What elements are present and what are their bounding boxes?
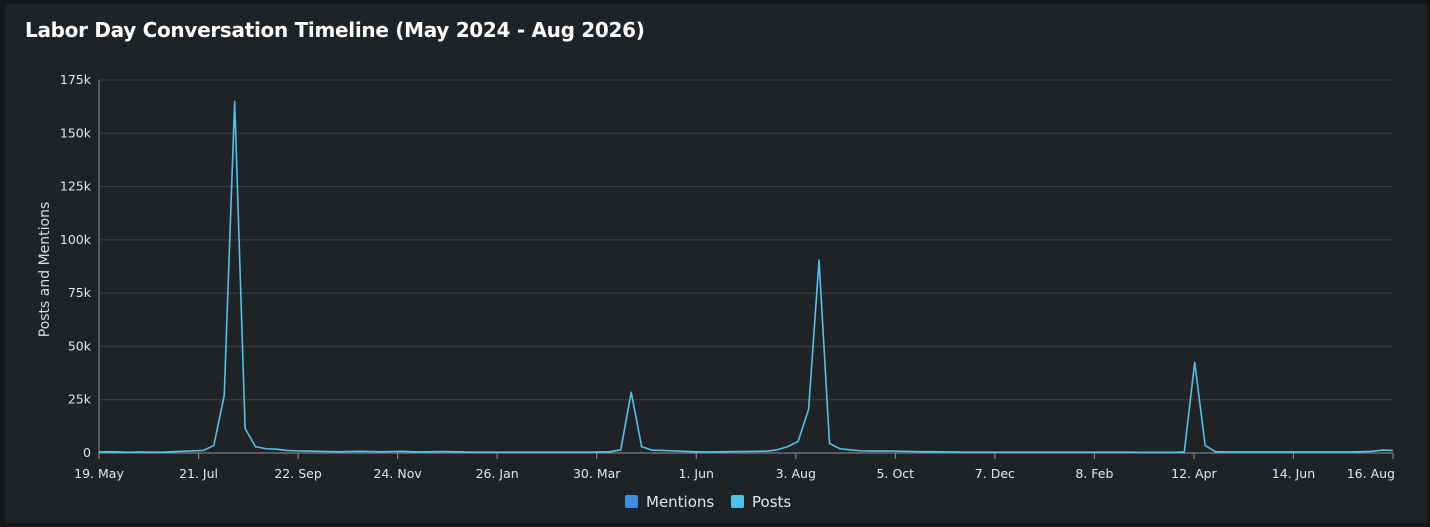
chart-title: Labor Day Conversation Timeline (May 202… (25, 18, 645, 42)
legend-item-posts[interactable]: Posts (731, 493, 791, 511)
y-tick-label: 150k (60, 125, 92, 140)
x-tick-label: 24. Nov (373, 466, 422, 481)
legend-item-mentions[interactable]: Mentions (625, 493, 714, 511)
y-tick-label: 25k (68, 392, 92, 407)
legend-swatch (625, 495, 638, 508)
x-tick-label: 3. Aug (776, 466, 816, 481)
legend-label: Posts (752, 493, 791, 511)
grid-lines (99, 79, 1393, 401)
x-tick-label: 22. Sep (274, 466, 321, 481)
series-lines (98, 100, 1394, 454)
x-tick-label: 1. Jun (679, 466, 714, 481)
y-tick-labels: 0 25k 50k 75k 100k 125k 150k 175k (60, 72, 92, 460)
x-tick-label: 12. Apr (1171, 466, 1217, 481)
axes (98, 80, 1394, 459)
legend-label: Mentions (646, 493, 714, 511)
y-tick-label: 50k (68, 338, 92, 353)
x-tick-label: 26. Jan (476, 466, 519, 481)
chart-panel (5, 4, 1427, 523)
x-tick-label: 21. Jul (179, 466, 218, 481)
x-tick-label: 16. Aug (1347, 466, 1395, 481)
series-line-posts (98, 100, 1394, 454)
y-tick-label: 0 (83, 445, 91, 460)
x-tick-label: 7. Dec (975, 466, 1015, 481)
x-tick-label: 30. Mar (573, 466, 621, 481)
y-tick-label: 175k (60, 72, 92, 87)
x-tick-labels: 19. May 21. Jul 22. Sep 24. Nov 26. Jan 30. M… (74, 466, 1395, 481)
y-axis-title: Posts and Mentions (37, 202, 53, 338)
x-tick-label: 8. Feb (1075, 466, 1113, 481)
x-tick-label: 5. Oct (877, 466, 915, 481)
y-tick-label: 125k (60, 179, 92, 194)
x-tick-label: 14. Jun (1272, 466, 1315, 481)
y-tick-label: 75k (68, 285, 92, 300)
legend-swatch (731, 495, 744, 508)
y-tick-label: 100k (60, 232, 92, 247)
legend[interactable]: Mentions Posts (625, 493, 791, 511)
x-tick-label: 19. May (74, 466, 124, 481)
